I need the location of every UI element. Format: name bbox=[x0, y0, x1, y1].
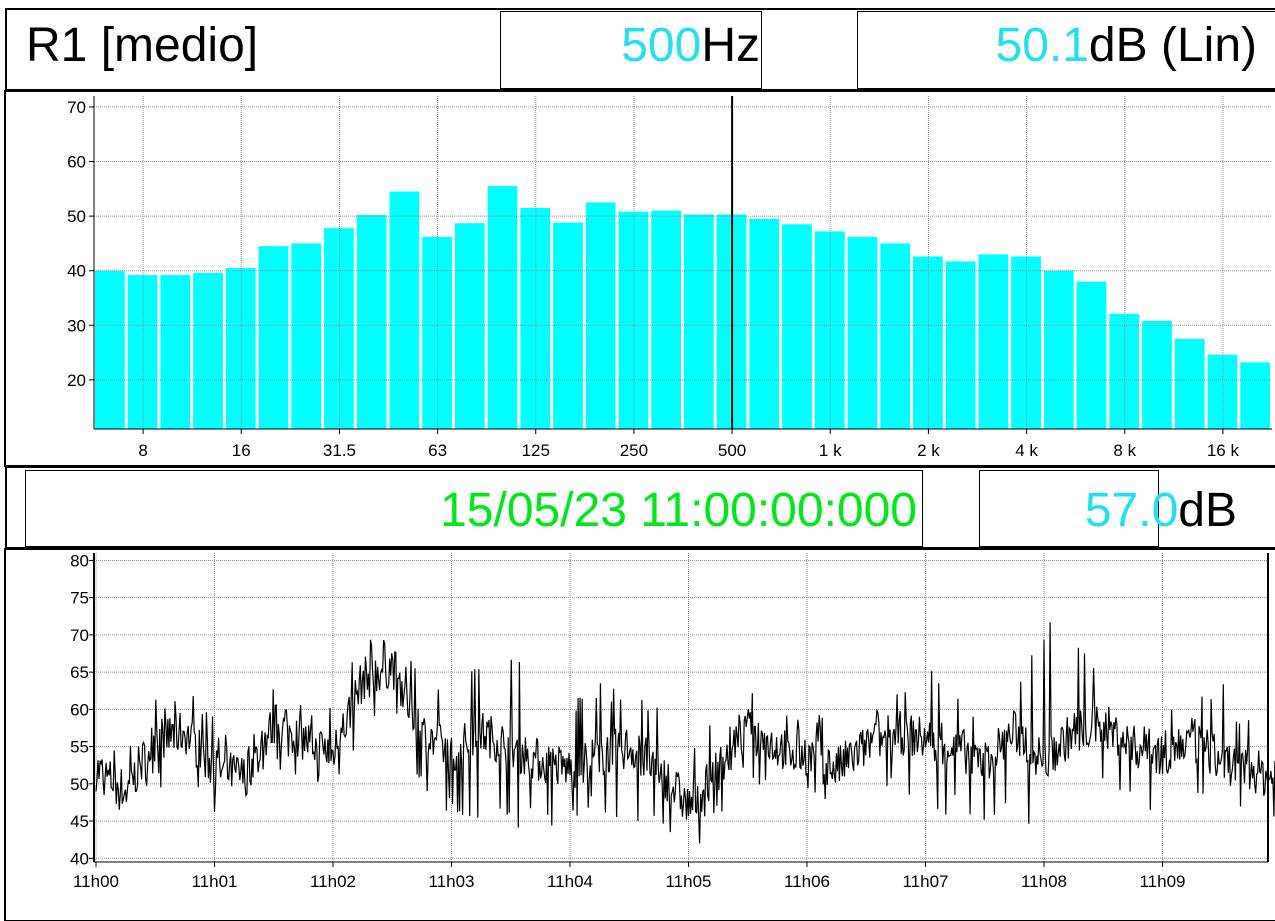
spectrum-bar bbox=[1142, 320, 1172, 429]
level-readout bbox=[857, 11, 1275, 89]
time-ytick-label: 60 bbox=[70, 700, 89, 719]
spectrum-bar bbox=[1109, 313, 1140, 429]
spectrum-bar bbox=[782, 224, 812, 429]
spectrum-xtick-label: 125 bbox=[522, 441, 550, 460]
time-xtick-label: 11h08 bbox=[1021, 872, 1067, 891]
spectrum-bar bbox=[1207, 354, 1238, 429]
frequency-unit: Hz bbox=[701, 19, 760, 72]
spectrum-xtick-label: 500 bbox=[718, 441, 746, 460]
time-ytick-label: 50 bbox=[70, 775, 89, 794]
time-xtick-label: 11h01 bbox=[191, 872, 237, 891]
time-ytick-label: 55 bbox=[70, 738, 89, 757]
spectrum-xtick-label: 2 k bbox=[917, 441, 940, 460]
spectrum-bar bbox=[945, 261, 976, 429]
spectrum-bar bbox=[160, 275, 191, 429]
spectrum-xtick-label: 4 k bbox=[1015, 441, 1038, 460]
timestamp: 15/05/23 11:00:00:000 bbox=[440, 484, 917, 537]
spectrum-ytick-label: 60 bbox=[67, 153, 86, 172]
frequency-value-group: 500Hz bbox=[621, 22, 760, 70]
time-ytick-label: 65 bbox=[70, 663, 89, 682]
spectrum-bar bbox=[454, 223, 485, 429]
spectrum-chart: 20 30 40 50 60 70 8 16 31.5 63 125 250 500 1 k 2 k 4 k 8… bbox=[4, 90, 1275, 467]
time-xtick-label: 11h07 bbox=[902, 872, 948, 891]
spectrum-ytick-label: 50 bbox=[67, 207, 86, 226]
time-xtick-label: 11h02 bbox=[310, 872, 356, 891]
spectrum-bar bbox=[978, 254, 1009, 429]
spectrum-ytick-label: 30 bbox=[67, 316, 86, 335]
spectrum-ytick-label: 70 bbox=[67, 98, 86, 117]
time-xtick-label: 11h03 bbox=[428, 872, 474, 891]
spectrum-bar bbox=[389, 191, 420, 429]
spectrum-bar bbox=[913, 256, 943, 429]
spectrum-bar bbox=[1076, 281, 1107, 429]
spectrum-xtick-label: 8 bbox=[138, 441, 147, 460]
spectrum-bar bbox=[291, 243, 322, 429]
time-xtick-label: 11h05 bbox=[665, 872, 711, 891]
spectrum-bar bbox=[847, 236, 878, 429]
frequency-value: 500 bbox=[621, 19, 702, 72]
spectrum-bar bbox=[356, 215, 387, 429]
spectrum-bar bbox=[1174, 338, 1205, 429]
spectrum-bar bbox=[684, 214, 714, 429]
time-ytick-label: 75 bbox=[70, 589, 89, 608]
spectrum-xtick-label: 16 bbox=[232, 441, 251, 460]
leq-readout bbox=[979, 470, 1159, 547]
time-xtick-label: 11h04 bbox=[547, 872, 593, 891]
spectrum-bar bbox=[618, 211, 649, 429]
spectrum-bar bbox=[651, 210, 681, 429]
spectrum-bar bbox=[553, 222, 583, 429]
spectrum-bar bbox=[749, 218, 780, 429]
time-xtick-label: 11h00 bbox=[73, 872, 119, 891]
level-trace bbox=[95, 622, 1275, 844]
time-ytick-label: 45 bbox=[70, 812, 89, 831]
level-value-group: 50.1dB (Lin) bbox=[996, 22, 1258, 70]
spectrum-bar bbox=[880, 243, 911, 429]
frequency-readout bbox=[500, 11, 762, 89]
channel-title: R1 [medio] bbox=[26, 19, 259, 72]
spectrum-bar bbox=[585, 202, 616, 429]
spectrum-xtick-label: 8 k bbox=[1113, 441, 1136, 460]
time-history-chart: 40 45 50 55 60 65 70 75 80 11h00 11h01 11h02 11h03 11… bbox=[4, 548, 1275, 921]
time-ytick-label: 80 bbox=[70, 551, 89, 570]
leq-unit: dB bbox=[1178, 484, 1237, 537]
spectrum-bar bbox=[1240, 362, 1270, 429]
spectrum-ytick-label: 20 bbox=[67, 371, 86, 390]
spectrum-ytick-label: 40 bbox=[67, 262, 86, 281]
time-ytick-label: 40 bbox=[70, 849, 89, 868]
level-unit: dB (Lin) bbox=[1088, 19, 1257, 72]
spectrum-bar bbox=[95, 270, 125, 429]
leq-value-group: 57.0dB bbox=[1085, 487, 1237, 535]
level-value: 50.1 bbox=[995, 19, 1089, 72]
spectrum-bar bbox=[258, 246, 289, 429]
spectrum-xtick-label: 250 bbox=[620, 441, 648, 460]
spectrum-bar bbox=[193, 272, 223, 429]
time-xtick-label: 11h06 bbox=[784, 872, 830, 891]
spectrum-xtick-label: 63 bbox=[428, 441, 447, 460]
timestamp-readout bbox=[25, 470, 923, 547]
spectrum-xtick-label: 1 k bbox=[819, 441, 842, 460]
spectrum-xtick-label: 31.5 bbox=[323, 441, 356, 460]
spectrum-bar bbox=[487, 186, 518, 429]
spectrum-xtick-label: 16 k bbox=[1207, 441, 1240, 460]
leq-value: 57.0 bbox=[1084, 484, 1179, 537]
time-xtick-label: 11h09 bbox=[1139, 872, 1185, 891]
spectrum-bar bbox=[1043, 270, 1074, 429]
time-ytick-label: 70 bbox=[70, 626, 89, 645]
